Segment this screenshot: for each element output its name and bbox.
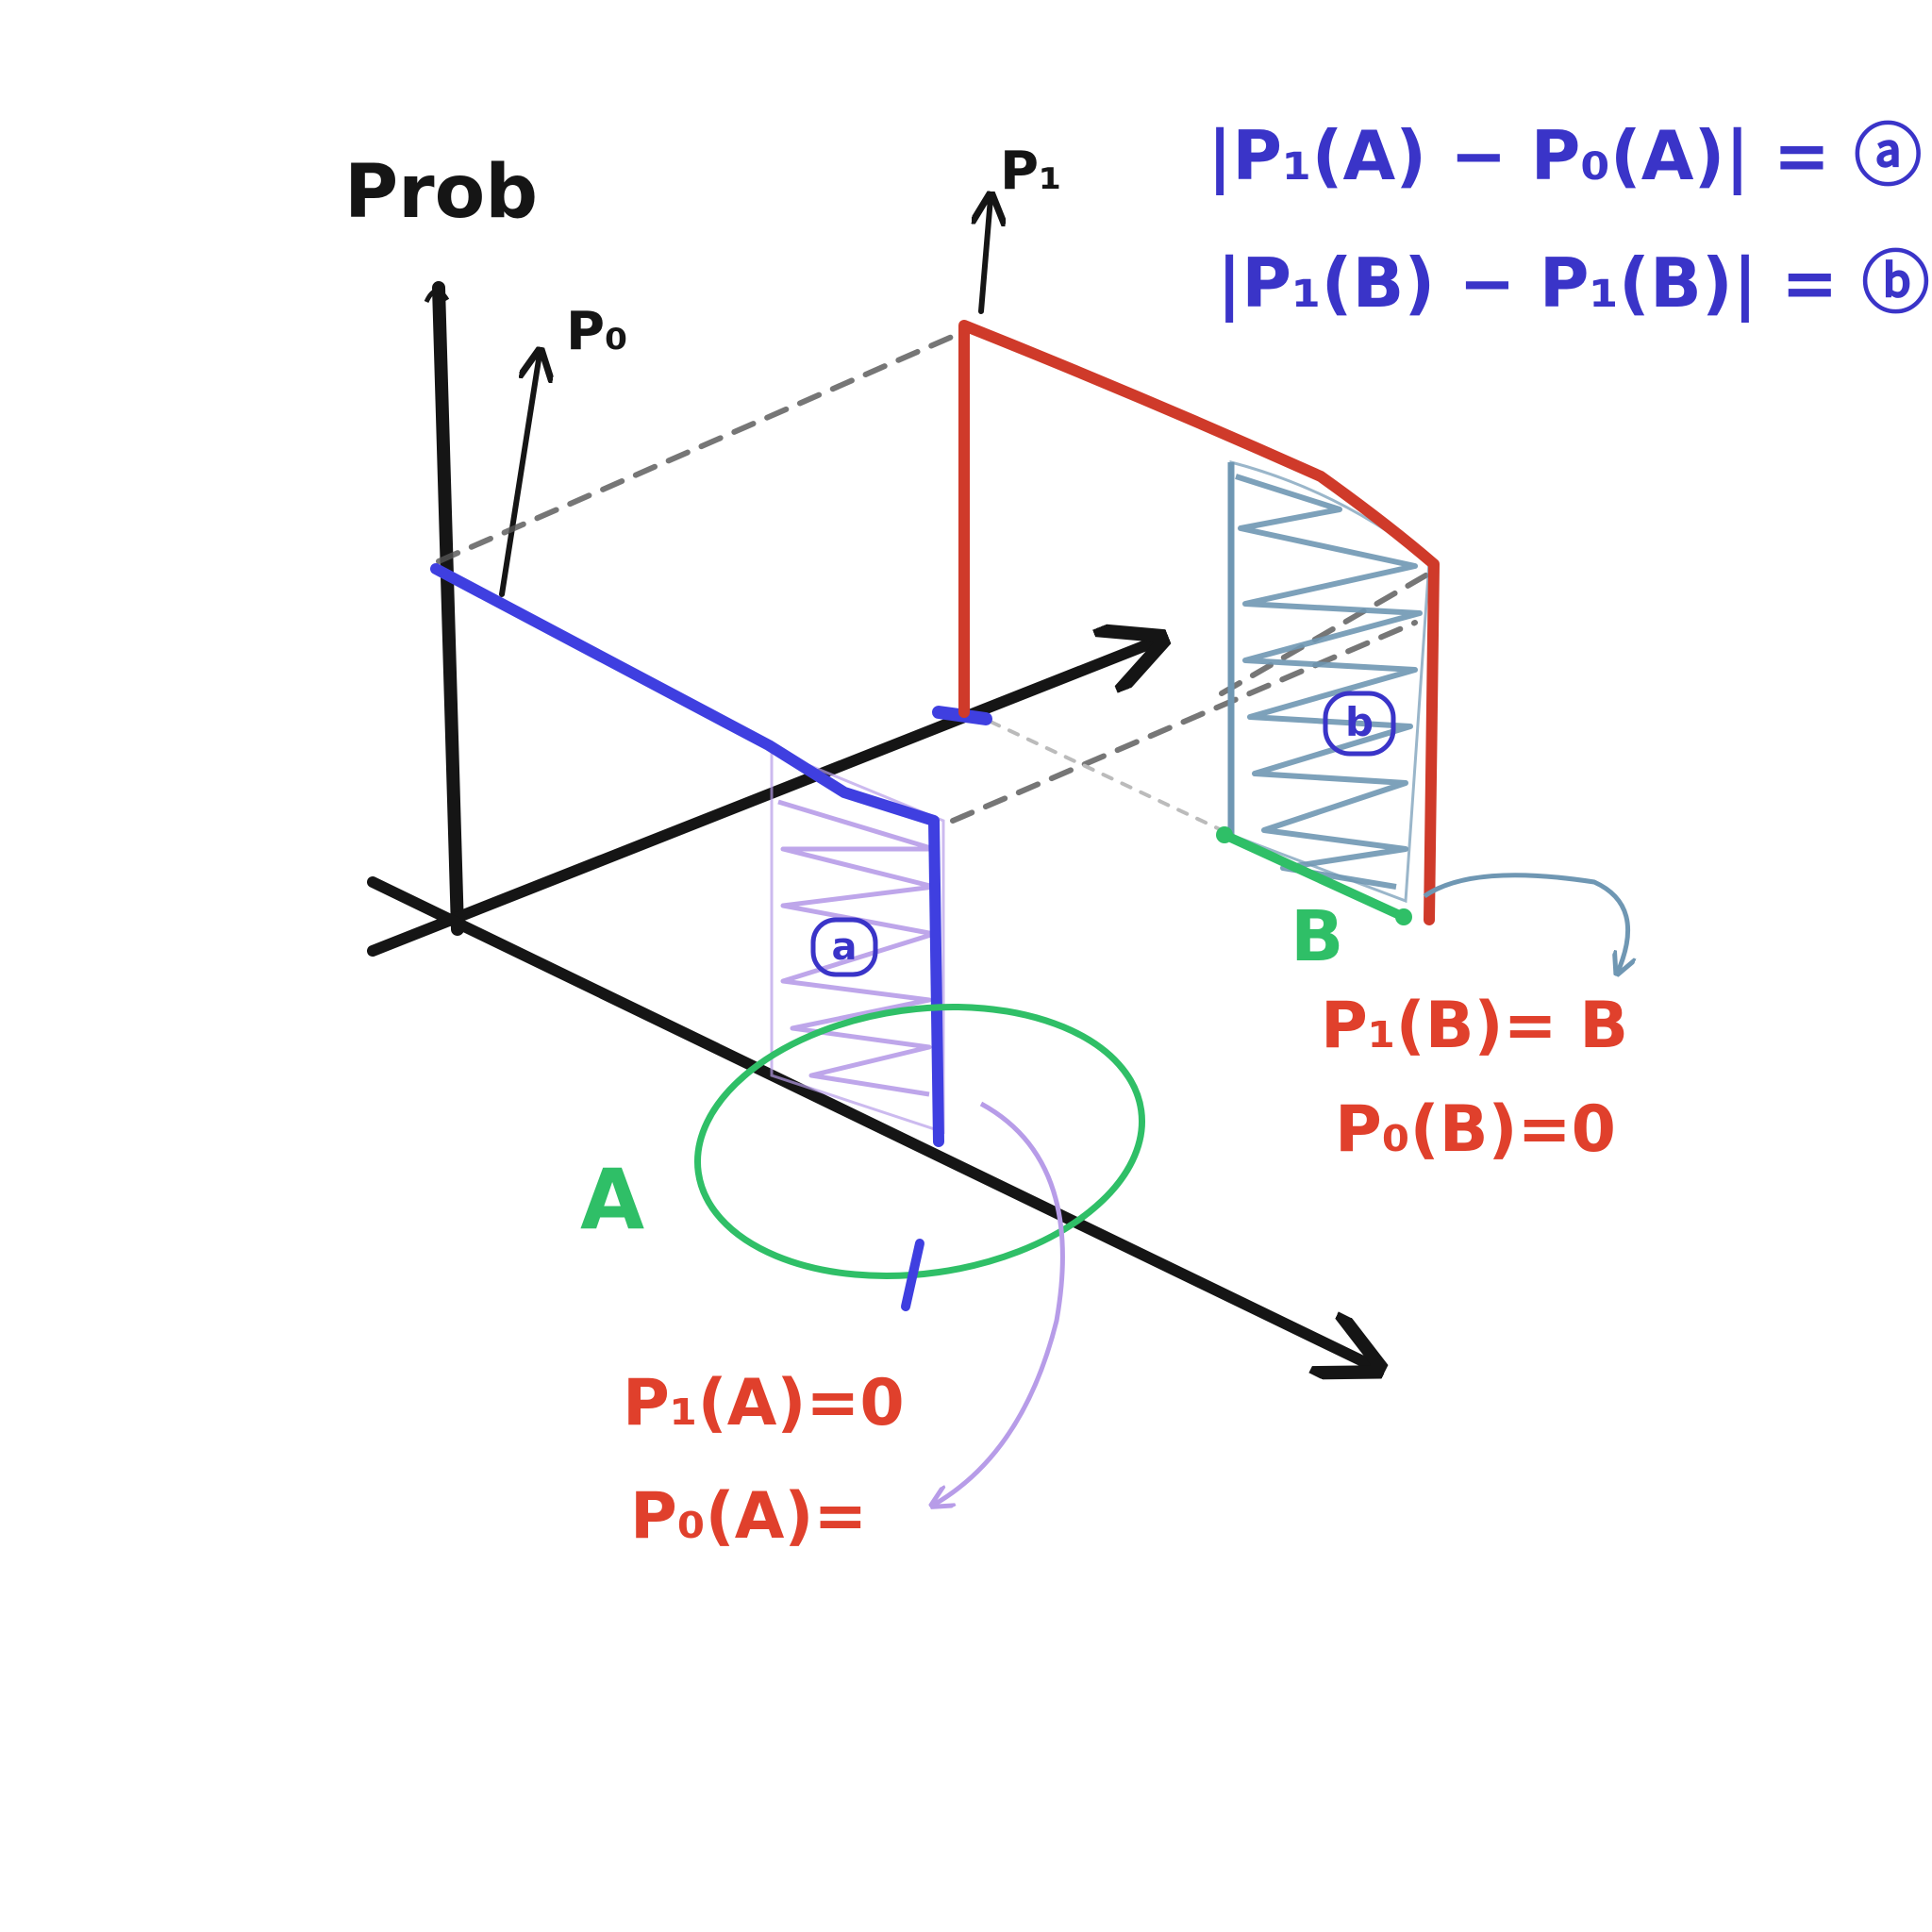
p1-axis — [981, 198, 991, 314]
set-b-start-dot — [1216, 826, 1233, 843]
b-callout-arrow — [1423, 873, 1628, 972]
equation-b: |P₁(B) − P₁(B)| = ⓑ — [1217, 243, 1930, 324]
set-b-end-dot — [1395, 908, 1412, 925]
region-a-marker-text: a — [832, 925, 858, 969]
annotation-p1-a: P₁(A)=0 — [623, 1366, 905, 1441]
set-b-label: B — [1291, 896, 1343, 977]
p0-distribution — [430, 563, 944, 1147]
p0-label: P₀ — [566, 301, 628, 362]
set-b-segment — [1220, 830, 1408, 922]
annotation-p0-a: P₀(A)= — [630, 1479, 867, 1554]
region-b-outline — [1229, 460, 1431, 904]
dashed-top-guide — [436, 327, 970, 564]
p1-label: P₁ — [1000, 141, 1062, 202]
equation-a: |P₁(A) − P₀(A)| = ⓐ — [1208, 116, 1922, 196]
p1-distribution — [958, 320, 1440, 925]
annotation-p0-b: P₀(B)=0 — [1335, 1092, 1616, 1167]
prob-axis — [432, 281, 464, 936]
outcome-axis — [367, 876, 1373, 1366]
region-b-marker-text: b — [1345, 699, 1374, 745]
annotation-p1-b: P₁(B)= B — [1321, 989, 1628, 1063]
set-a-ellipse — [693, 1003, 1146, 1280]
set-a-tick — [901, 1239, 924, 1311]
prob-axis-tip-icon — [424, 289, 450, 304]
set-a-label: A — [580, 1151, 644, 1248]
dashed-base-guide — [989, 720, 1224, 832]
region-a-marker: a — [810, 917, 878, 977]
p0-axis — [499, 354, 540, 597]
depth-axis — [367, 641, 1156, 957]
dashed-mid-guide-1 — [950, 620, 1418, 824]
region-b-hatch — [1235, 474, 1423, 890]
region-b-marker: b — [1323, 691, 1396, 757]
dashed-mid-guide-2 — [1219, 568, 1437, 696]
a-callout-arrow — [934, 1101, 1065, 1505]
prob-axis-label: Prob — [344, 150, 538, 235]
region-a-hatch — [777, 799, 937, 1097]
